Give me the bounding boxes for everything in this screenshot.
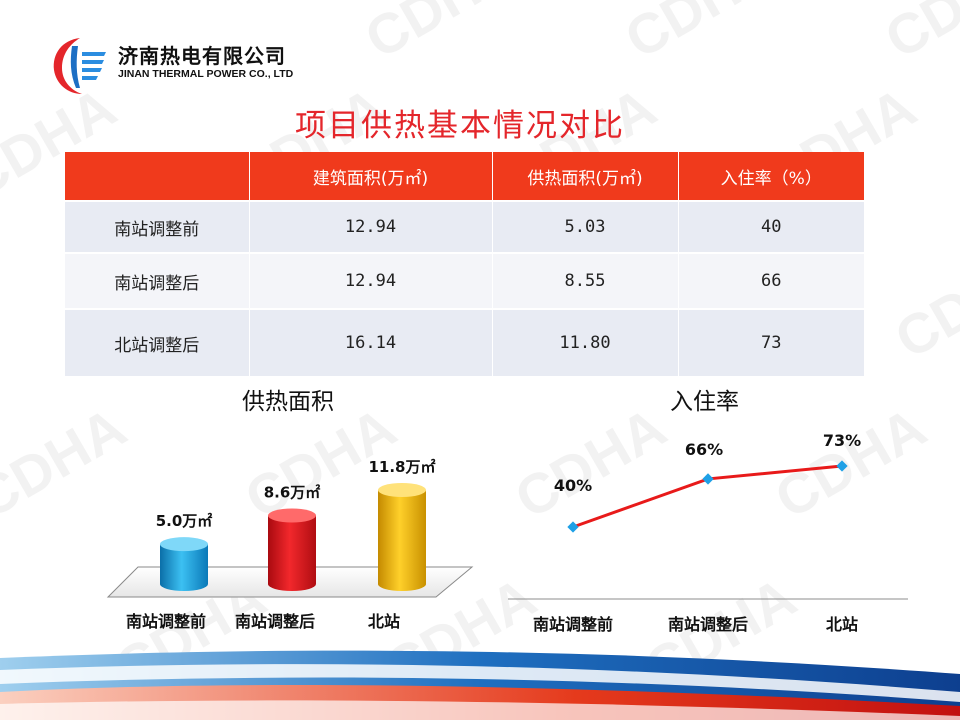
line-category-label: 北站 [826, 615, 858, 634]
table-cell: 40 [678, 200, 864, 253]
line-category-label: 南站调整后 [668, 615, 748, 634]
bar-data-label: 5.0万㎡ [156, 512, 213, 530]
table-header-cell: 供热面积(万㎡) [492, 152, 679, 201]
company-name-en: JINAN THERMAL POWER CO., LTD [118, 68, 294, 80]
line-data-label: 73% [823, 431, 861, 450]
line-category-label: 南站调整前 [533, 615, 613, 634]
table-row: 南站调整前 12.94 5.03 40 [65, 200, 864, 253]
company-logo: 济南热电有限公司 JINAN THERMAL POWER CO., LTD [48, 36, 308, 96]
table-header-row: 建筑面积(万㎡) 供热面积(万㎡) 入住率（%） [65, 152, 864, 201]
table-header-cell: 入住率（%） [678, 152, 864, 201]
table-cell: 12.94 [249, 200, 493, 253]
row-label: 南站调整前 [65, 200, 250, 253]
bar-category-label: 南站调整后 [235, 612, 315, 631]
bar-data-label: 8.6万㎡ [264, 483, 321, 501]
table-header-cell [65, 152, 250, 201]
table-cell: 8.55 [492, 252, 679, 309]
table-cell: 66 [678, 252, 864, 309]
bar-top [160, 537, 208, 552]
bar [268, 515, 316, 591]
page-title: 项目供热基本情况对比 [295, 108, 625, 144]
bar-category-label: 南站调整前 [126, 612, 206, 631]
footer-wave [0, 650, 960, 720]
line-marker [702, 473, 714, 485]
line-data-label: 40% [554, 476, 592, 495]
bar-top [378, 483, 426, 497]
logo-emblem-icon [53, 38, 106, 94]
bar-chart-title: 供热面积 [242, 389, 334, 415]
line-data-label: 66% [685, 440, 723, 459]
row-label: 南站调整后 [65, 252, 250, 309]
table-cell: 12.94 [249, 252, 493, 309]
table-header-cell: 建筑面积(万㎡) [249, 152, 493, 201]
line-marker [567, 521, 579, 533]
company-name-cn: 济南热电有限公司 [118, 44, 286, 68]
table-row: 南站调整后 12.94 8.55 66 [65, 252, 864, 309]
table-cell: 11.80 [492, 308, 679, 376]
table-cell: 5.03 [492, 200, 679, 253]
row-label: 北站调整后 [65, 308, 250, 376]
bar [160, 544, 208, 591]
line-chart-title: 入住率 [670, 389, 739, 415]
line-marker [836, 460, 848, 472]
comparison-table: 建筑面积(万㎡) 供热面积(万㎡) 入住率（%） 南站调整前 12.94 5.0… [65, 152, 864, 376]
bar [378, 490, 426, 591]
bar-data-label: 11.8万㎡ [368, 458, 435, 476]
table-cell: 16.14 [249, 308, 493, 376]
bar-category-label: 北站 [368, 612, 400, 631]
table-cell: 73 [678, 308, 864, 376]
bar-top [268, 508, 316, 523]
table-row: 北站调整后 16.14 11.80 73 [65, 308, 864, 376]
